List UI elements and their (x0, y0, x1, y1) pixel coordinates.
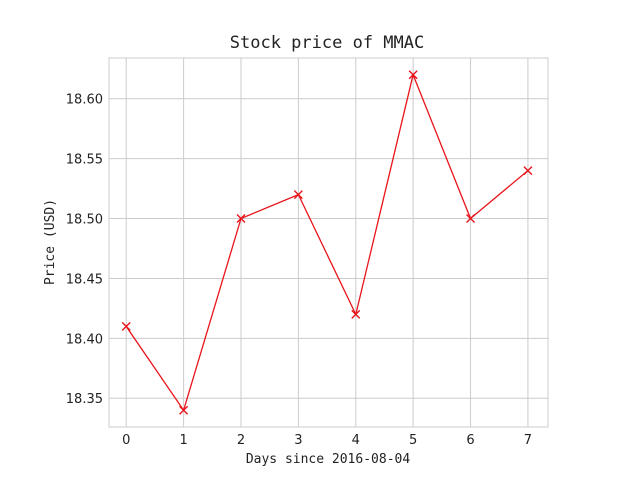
series-line-layer (125, 74, 529, 411)
data-point-marker (179, 405, 189, 415)
x-tick-labels: 0 1 2 3 4 5 6 7 (122, 433, 532, 448)
x-tick-label: 4 (352, 433, 360, 448)
data-point-marker (523, 166, 533, 176)
x-tick-label: 3 (294, 433, 302, 448)
y-tick-label: 18.55 (66, 153, 103, 168)
data-point-marker (408, 70, 418, 80)
x-axis-label: Days since 2016-08-04 (246, 452, 411, 467)
price-series-line (125, 74, 529, 411)
x-tick-label: 2 (237, 433, 245, 448)
data-point-marker (293, 190, 303, 200)
data-point-marker (236, 214, 246, 224)
x-tick-label: 6 (466, 433, 474, 448)
data-point-marker (121, 321, 131, 331)
x-tick-label: 0 (122, 433, 130, 448)
data-point-marker (466, 214, 476, 224)
y-tick-labels: 18.35 18.40 18.45 18.50 18.55 18.60 (66, 93, 103, 408)
y-tick-label: 18.35 (66, 392, 103, 407)
y-tick-label: 18.50 (66, 213, 103, 228)
plot-frame (108, 57, 549, 428)
y-tick-label: 18.40 (66, 332, 103, 347)
y-axis-label: Price (USD) (43, 199, 58, 285)
y-tick-label: 18.60 (66, 93, 103, 108)
data-point-marker (351, 309, 361, 319)
y-tick-label: 18.45 (66, 272, 103, 287)
chart-title: Stock price of MMAC (230, 33, 424, 53)
grid-lines (109, 58, 548, 427)
x-tick-label: 7 (524, 433, 532, 448)
x-tick-label: 1 (179, 433, 187, 448)
x-tick-label: 5 (409, 433, 417, 448)
series-markers (121, 70, 533, 415)
